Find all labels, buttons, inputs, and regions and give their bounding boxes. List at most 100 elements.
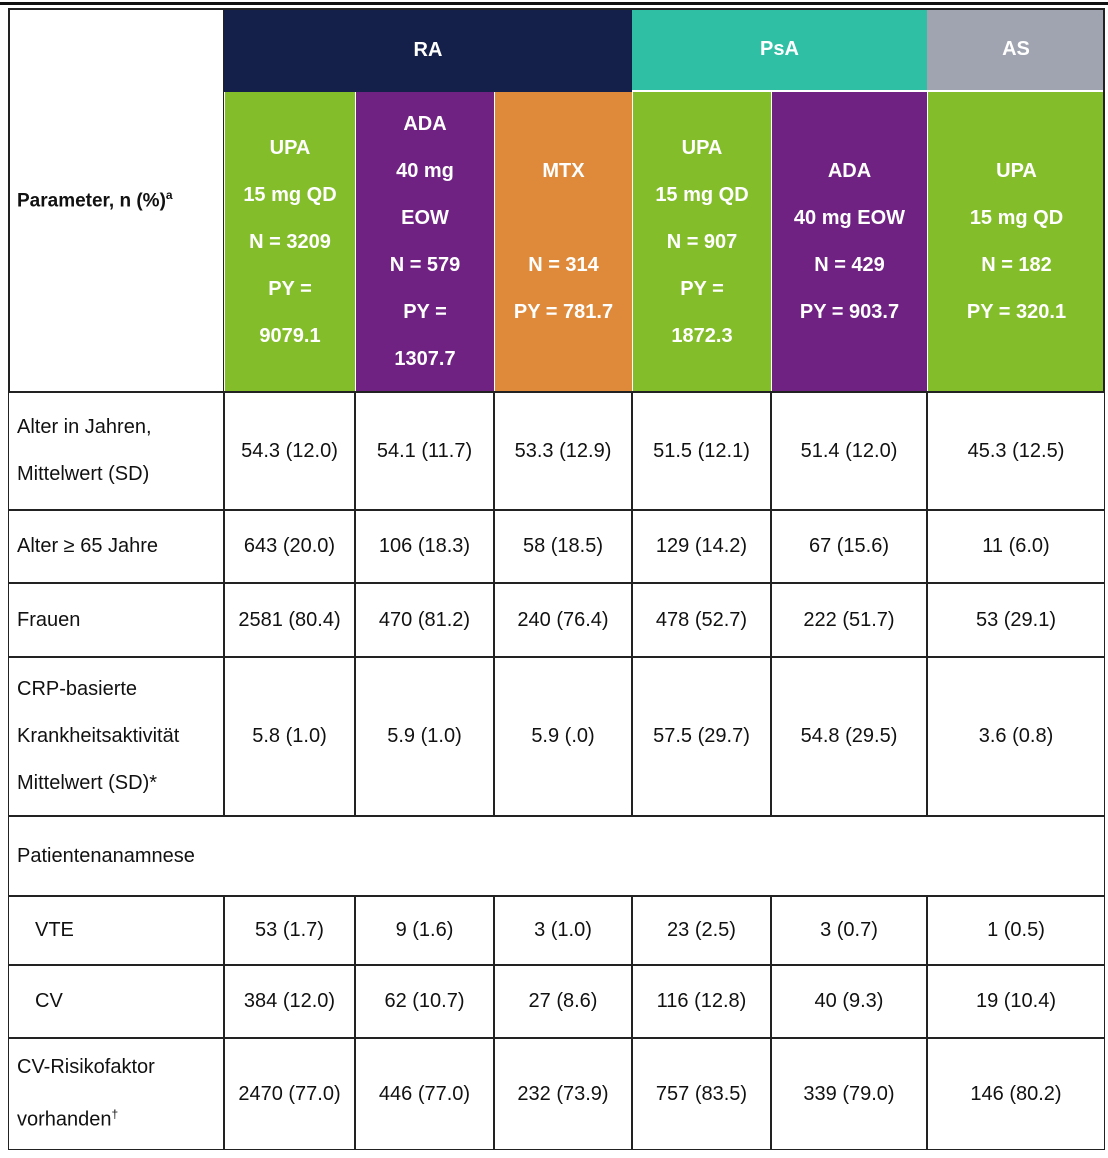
value-cell: 5.8 (1.0) xyxy=(224,657,355,816)
value: 9 (1.6) xyxy=(395,919,454,941)
header-label: Parameter, n (%) xyxy=(17,190,166,212)
value-cell: 757 (83.5) xyxy=(632,1038,771,1150)
column-header: ADA 40 mg EOW N = 579 PY = 1307.7 xyxy=(355,92,494,392)
column-header-line: 40 mg xyxy=(396,160,454,182)
value-cell: 62 (10.7) xyxy=(355,965,494,1038)
value: 54.8 (29.5) xyxy=(800,725,898,747)
column-header-line: MTX xyxy=(542,160,585,182)
value: 146 (80.2) xyxy=(970,1082,1062,1105)
value: 11 (6.0) xyxy=(982,535,1050,557)
row-label-line: CV-Risikofaktor xyxy=(17,1056,155,1079)
value: 57.5 (29.7) xyxy=(653,725,750,747)
value-cell: 53.3 (12.9) xyxy=(494,392,632,510)
column-header: UPA 15 mg QD N = 907 PY = 1872.3 xyxy=(632,92,771,392)
column-header-line: 15 mg QD xyxy=(969,207,1064,229)
column-header-line: 40 mg EOW xyxy=(793,207,906,229)
superscript: † xyxy=(111,1107,119,1122)
value-cell: 470 (81.2) xyxy=(355,583,494,657)
group-header: PsA xyxy=(632,8,927,90)
column-header-line: ADA xyxy=(827,160,872,182)
column-header-line: N = 314 xyxy=(528,254,599,276)
value: 40 (9.3) xyxy=(814,990,884,1012)
column-header: MTX N = 314 PY = 781.7 xyxy=(494,92,632,392)
value: 446 (77.0) xyxy=(378,1082,471,1105)
value: 384 (12.0) xyxy=(243,990,336,1012)
column-header-line: 1872.3 xyxy=(671,324,733,347)
value-cell: 19 (10.4) xyxy=(927,965,1105,1038)
value-cell: 53 (29.1) xyxy=(927,583,1105,657)
value-cell: 5.9 (1.0) xyxy=(355,657,494,816)
column-header-line: 1307.7 xyxy=(394,348,456,370)
value: 53 (1.7) xyxy=(255,919,324,941)
row-label: Alter in Jahren, Mittelwert (SD) xyxy=(8,392,224,510)
column-header: UPA 15 mg QD N = 3209 PY = 9079.1 xyxy=(224,92,355,392)
column-header-line: N = 429 xyxy=(814,254,885,276)
value-cell: 9 (1.6) xyxy=(355,896,494,965)
value: 23 (2.5) xyxy=(667,919,736,941)
value-cell: 54.1 (11.7) xyxy=(355,392,494,510)
value-cell: 116 (12.8) xyxy=(632,965,771,1038)
value: 643 (20.0) xyxy=(243,535,336,557)
column-header-line: UPA xyxy=(996,160,1037,182)
value: 470 (81.2) xyxy=(378,608,471,631)
value: 45.3 (12.5) xyxy=(967,439,1065,462)
value: 53 (29.1) xyxy=(975,608,1057,631)
column-header: UPA 15 mg QD N = 182 PY = 320.1 xyxy=(927,92,1105,392)
value: 3 (0.7) xyxy=(820,919,878,941)
column-header-line: N = 907 xyxy=(666,230,738,253)
header-frame xyxy=(8,8,1105,393)
row-label: Patientenanamnese xyxy=(8,816,1105,896)
value-cell: 58 (18.5) xyxy=(494,510,632,583)
value-cell: 3 (1.0) xyxy=(494,896,632,965)
value-cell: 446 (77.0) xyxy=(355,1038,494,1150)
header-text: Parameter, n (%)a xyxy=(17,188,223,212)
value: 222 (51.7) xyxy=(803,608,895,631)
value-cell: 146 (80.2) xyxy=(927,1038,1105,1150)
column-header-line: N = 3209 xyxy=(249,230,331,253)
value: 58 (18.5) xyxy=(522,535,604,557)
value-cell: 384 (12.0) xyxy=(224,965,355,1038)
value: 240 (76.4) xyxy=(517,608,609,631)
value-cell: 240 (76.4) xyxy=(494,583,632,657)
value-cell: 106 (18.3) xyxy=(355,510,494,583)
value-cell: 3 (0.7) xyxy=(771,896,927,965)
column-header-line: PY = 320.1 xyxy=(966,301,1067,323)
row-label-line: Alter in Jahren, xyxy=(17,416,152,438)
value-cell: 45.3 (12.5) xyxy=(927,392,1105,510)
row-label: CV-Risikofaktor vorhanden† xyxy=(8,1038,224,1150)
value-cell: 2581 (80.4) xyxy=(224,583,355,657)
value-cell: 57.5 (29.7) xyxy=(632,657,771,816)
value: 106 (18.3) xyxy=(378,535,471,557)
value-cell: 67 (15.6) xyxy=(771,510,927,583)
value: 54.1 (11.7) xyxy=(376,439,473,462)
top-rule xyxy=(0,2,1108,5)
value-cell: 478 (52.7) xyxy=(632,583,771,657)
column-header-line: N = 579 xyxy=(389,254,461,276)
group-label: RA xyxy=(413,38,443,61)
value: 62 (10.7) xyxy=(384,990,465,1012)
value-cell: 222 (51.7) xyxy=(771,583,927,657)
value-cell: 1 (0.5) xyxy=(927,896,1105,965)
value: 54.3 (12.0) xyxy=(241,439,338,462)
row-label-line: VTE xyxy=(35,919,74,941)
column-header-line: EOW xyxy=(401,207,449,229)
value-cell: 232 (73.9) xyxy=(494,1038,632,1150)
row-label-line: Mittelwert (SD)* xyxy=(17,772,158,794)
group-label: AS xyxy=(1002,37,1030,60)
value-cell: 40 (9.3) xyxy=(771,965,927,1038)
column-header-line: 9079.1 xyxy=(259,324,321,347)
column-header-line: PY = 781.7 xyxy=(513,301,614,323)
column-header-line: PY = xyxy=(403,301,447,323)
value-cell: 54.3 (12.0) xyxy=(224,392,355,510)
row-label: Alter ≥ 65 Jahre xyxy=(8,510,224,583)
row-label-line: CV xyxy=(35,990,63,1012)
value: 51.4 (12.0) xyxy=(800,439,898,462)
value-cell: 5.9 (.0) xyxy=(494,657,632,816)
value-cell: 3.6 (0.8) xyxy=(927,657,1105,816)
group-label: PsA xyxy=(760,37,799,60)
value: 232 (73.9) xyxy=(517,1082,609,1105)
value: 2470 (77.0) xyxy=(238,1082,341,1105)
column-header: ADA 40 mg EOW N = 429 PY = 903.7 xyxy=(771,92,927,392)
row-label-line: Patientenanamnese xyxy=(17,844,195,867)
